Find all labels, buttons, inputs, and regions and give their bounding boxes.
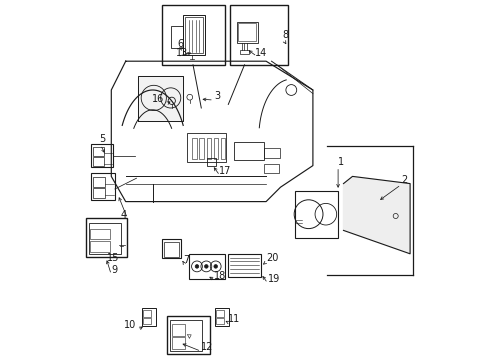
Bar [185,17,203,53]
Circle shape [204,265,208,268]
Text: 7: 7 [183,255,189,265]
Bar [162,5,224,65]
Text: 16: 16 [152,94,164,104]
Bar [170,320,202,351]
Text: 14: 14 [255,48,267,58]
Bar [90,241,110,252]
Bar [206,158,215,166]
Bar [143,318,150,324]
Bar [221,138,225,159]
Text: 2: 2 [400,175,407,185]
Bar [294,191,337,238]
Bar [170,26,183,48]
Bar [206,138,211,159]
Bar [89,223,121,254]
Text: 10: 10 [124,320,136,330]
Text: 1: 1 [337,157,344,167]
Bar [236,22,258,43]
Circle shape [213,265,217,268]
Bar [264,164,278,173]
Bar [188,254,224,279]
Text: 5: 5 [99,134,105,144]
Bar [171,324,185,336]
Text: 18: 18 [213,271,225,281]
Text: 3: 3 [213,91,220,101]
Bar [171,337,185,349]
Polygon shape [138,76,183,121]
Circle shape [195,265,199,268]
Text: 13: 13 [176,48,188,58]
Bar [90,229,110,239]
Bar [240,50,249,54]
Bar [233,142,264,160]
Bar [91,173,115,200]
Polygon shape [343,176,409,254]
Bar [216,318,224,324]
Bar [264,148,280,158]
Text: 6: 6 [177,39,183,49]
Bar [93,147,103,156]
Bar [91,144,113,167]
Bar [228,254,260,277]
Bar [162,239,181,258]
Bar [143,310,150,317]
Bar [142,308,156,326]
Bar [215,308,229,326]
Text: 19: 19 [267,274,280,284]
Bar [186,133,226,162]
Bar [167,316,210,354]
Text: 11: 11 [228,314,240,324]
Text: 15: 15 [107,253,119,263]
Bar [164,242,178,257]
Text: 17: 17 [219,166,231,176]
Bar [93,157,103,166]
Bar [238,23,256,41]
Text: 12: 12 [201,342,213,352]
Bar [86,218,127,257]
Text: 4: 4 [120,210,126,220]
Text: 9: 9 [111,265,117,275]
Bar [93,188,104,198]
Bar [216,310,224,317]
Bar [192,138,196,159]
Text: 20: 20 [265,253,278,263]
Bar [213,138,218,159]
Bar [93,177,104,187]
Bar [183,15,204,55]
Bar [199,138,203,159]
Bar [230,5,287,65]
Text: 8: 8 [282,30,288,40]
